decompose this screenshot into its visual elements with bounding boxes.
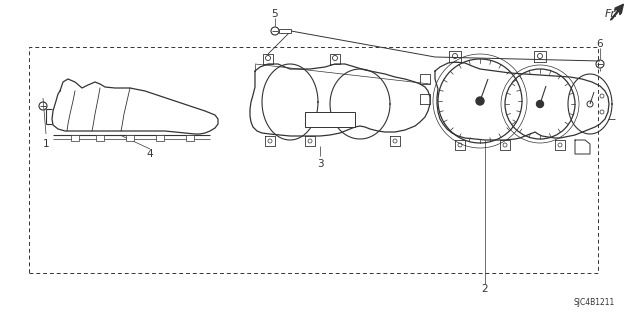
Text: 2: 2 [482, 284, 488, 294]
Text: SJC4B1211: SJC4B1211 [573, 298, 615, 307]
Text: 4: 4 [147, 149, 154, 159]
Text: 1: 1 [43, 139, 49, 149]
Text: 6: 6 [596, 39, 604, 49]
Text: 5: 5 [272, 9, 278, 19]
Text: 3: 3 [317, 159, 323, 169]
Bar [279, 29, 291, 33]
Bar [186, 135, 194, 141]
Bar [156, 135, 164, 141]
Circle shape [476, 97, 484, 105]
Bar [305, 112, 355, 127]
Circle shape [536, 100, 543, 108]
Bar [126, 135, 134, 141]
Bar [71, 135, 79, 141]
Bar [96, 135, 104, 141]
Text: Fr.: Fr. [605, 9, 618, 19]
